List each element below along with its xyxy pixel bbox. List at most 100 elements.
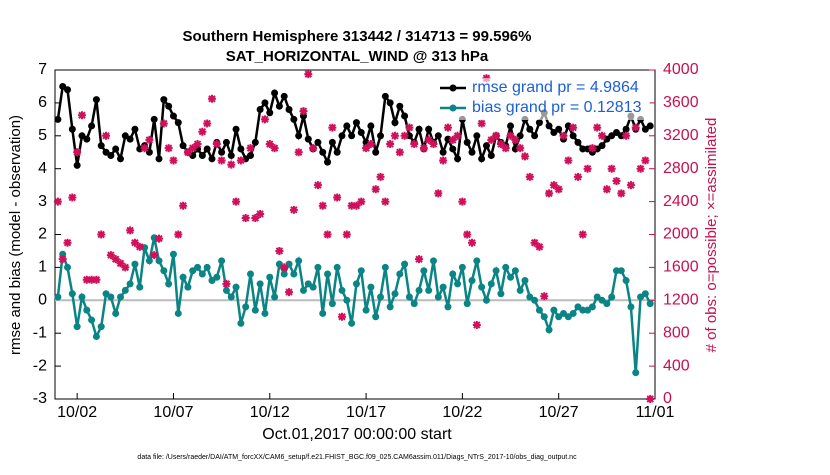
point-marker (401, 260, 409, 268)
point-marker (169, 250, 177, 258)
point-marker (83, 135, 91, 143)
point-marker (396, 102, 404, 110)
point-marker (420, 267, 428, 275)
obs-marker (564, 156, 573, 165)
point-marker (107, 152, 115, 160)
obs-marker (285, 288, 294, 297)
x-tick-label: 10/22 (442, 404, 482, 421)
point-marker (169, 112, 177, 120)
obs-marker (472, 320, 481, 329)
point-marker (290, 115, 298, 123)
point-marker (314, 263, 322, 271)
point-marker (357, 129, 365, 137)
y2-tick-label: 0 (663, 390, 672, 407)
obs-marker (453, 131, 462, 140)
legend-box (440, 78, 650, 120)
point-marker (218, 257, 226, 265)
point-marker (415, 286, 423, 294)
x-tick-label: 10/27 (539, 404, 579, 421)
obs-marker (337, 312, 346, 321)
point-marker (179, 142, 187, 150)
point-marker (603, 300, 611, 308)
point-marker (319, 309, 327, 317)
point-marker (381, 92, 389, 100)
obs-marker (540, 292, 549, 301)
point-marker (352, 119, 360, 127)
point-marker (222, 286, 230, 294)
point-marker (434, 293, 442, 301)
obs-marker (77, 111, 86, 120)
point-marker (328, 300, 336, 308)
obs-marker (371, 185, 380, 194)
obs-marker (328, 123, 337, 132)
obs-marker (429, 140, 438, 149)
x-tick-label: 10/12 (250, 404, 290, 421)
point-marker (88, 122, 96, 130)
obs-marker (246, 144, 255, 153)
point-marker (579, 145, 587, 153)
obs-marker (357, 197, 366, 206)
point-marker (487, 152, 495, 160)
point-marker (97, 142, 105, 150)
point-marker (275, 260, 283, 268)
point-marker (569, 309, 577, 317)
obs-marker (520, 152, 529, 161)
obs-marker (53, 197, 62, 206)
obs-marker (501, 144, 510, 153)
point-marker (338, 132, 346, 140)
obs-marker (525, 172, 534, 181)
obs-marker (92, 275, 101, 284)
obs-marker (145, 135, 154, 144)
obs-marker (636, 164, 645, 173)
obs-marker (227, 160, 236, 169)
obs-marker (424, 135, 433, 144)
series-line (56, 237, 652, 373)
obs-marker (63, 238, 72, 247)
obs-marker (294, 148, 303, 157)
obs-marker (573, 172, 582, 181)
point-marker (116, 293, 124, 301)
obs-marker (333, 193, 342, 202)
point-marker (646, 122, 654, 130)
legend-marker (449, 104, 457, 112)
obs-marker (188, 144, 197, 153)
point-marker (526, 125, 534, 133)
point-marker (328, 138, 336, 146)
obs-marker (342, 230, 351, 239)
point-marker (150, 115, 158, 123)
point-marker (160, 267, 168, 275)
obs-marker (463, 230, 472, 239)
point-marker (68, 290, 76, 298)
y-tick-label: -1 (33, 324, 47, 341)
y-tick-label: 0 (38, 292, 47, 309)
point-marker (377, 132, 385, 140)
obs-marker (169, 156, 178, 165)
obs-marker (241, 214, 250, 223)
point-marker (165, 280, 173, 288)
point-marker (116, 155, 124, 163)
obs-marker (578, 230, 587, 239)
point-marker (266, 109, 274, 117)
point-marker (97, 323, 105, 331)
point-marker (333, 148, 341, 156)
y-tick-label: 5 (38, 127, 47, 144)
point-marker (198, 152, 206, 160)
point-marker (227, 152, 235, 160)
obs-marker (106, 251, 115, 260)
point-marker (343, 296, 351, 304)
obs-marker (251, 214, 260, 223)
point-marker (478, 155, 486, 163)
obs-marker (207, 94, 216, 103)
point-marker (155, 257, 163, 265)
point-marker (247, 152, 255, 160)
point-marker (54, 115, 62, 123)
y-tick-label: 4 (38, 160, 47, 177)
obs-marker (155, 234, 164, 243)
point-marker (535, 306, 543, 314)
obs-marker (443, 123, 452, 132)
point-marker (299, 112, 307, 120)
obs-marker (232, 197, 241, 206)
point-marker (612, 267, 620, 275)
point-marker (608, 293, 616, 301)
obs-marker (135, 242, 144, 251)
